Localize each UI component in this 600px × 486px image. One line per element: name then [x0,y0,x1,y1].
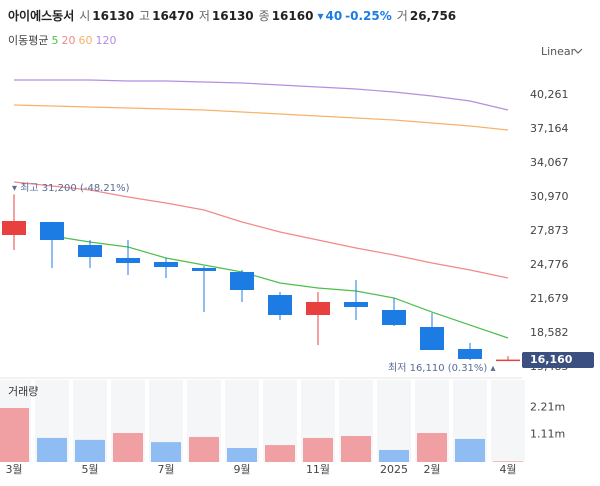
field-value: 16160 [271,9,314,23]
y-tick-label: 37,164 [530,122,569,135]
volume-title: 거래량 [8,385,38,398]
volume-bar [37,437,67,462]
field-label: 저 [198,9,210,23]
y-tick-label: 24,776 [530,258,569,271]
change: 40 [325,9,343,23]
candle-body [420,327,444,351]
volume-bar [265,445,295,462]
ma-legend-item: 5 [51,34,59,47]
low-annotation: 최저 16,110 (0.31%) ▴ [388,362,496,374]
field-label: 시 [79,9,91,23]
stock-name: 아이에스동서 [8,9,75,23]
ma-line [13,104,509,131]
candle-body [458,349,482,359]
ma-label: 이동평균 [8,34,49,47]
candle-body [116,257,140,264]
candle-body [230,272,254,290]
x-tick-label: 5월 [81,463,98,476]
candle-body [382,309,406,326]
ma-line [51,235,509,339]
x-tick-label: 2025 [380,463,408,476]
volume-bar [379,449,409,462]
field-label: 종 [258,9,270,23]
ma-legend-item: 20 [61,34,76,47]
ma-legend-item: 120 [95,34,117,47]
change-pct: -0.25% [345,9,392,23]
ma-line [13,181,509,279]
scale-label: Linear [541,45,576,58]
candle-body [306,302,330,316]
high-label: 최고 31,200 (-48.21%) [20,182,129,194]
y2-tick-label: 1.11m [530,428,565,441]
volume-bar [113,433,143,462]
volume: 26,756 [409,9,457,23]
volume-band [377,380,411,462]
last-price-label: 16,160 [530,353,573,366]
y2-tick-label: 2.21m [530,401,565,414]
x-tick-label: 2월 [423,463,440,476]
ma-legend-item: 60 [78,34,93,47]
volume-bar [75,439,105,462]
volume-bar [189,436,219,462]
y-tick-label: 30,970 [530,190,569,203]
candle-body [2,220,26,235]
x-tick-label: 3월 [5,463,22,476]
ma-legend: 이동평균 5 20 60 120 [8,32,116,48]
change-arrow: ▾ [317,9,324,23]
dropdown-icon[interactable] [573,48,583,54]
ma-line [14,79,509,111]
candle-body [40,221,64,241]
candle-body [192,268,216,272]
x-tick-label: 4월 [499,463,516,476]
volume-label: 거 [396,9,408,23]
candle-body [154,262,178,268]
x-tick-label: 7월 [157,463,174,476]
candle-body [78,245,102,257]
volume-bar [417,433,447,462]
y-tick-label: 34,067 [530,156,569,169]
volume-band [491,380,525,462]
field-value: 16470 [152,9,194,23]
y-tick-label: 18,582 [530,326,569,339]
candle-body [344,302,368,308]
volume-bar [0,407,29,462]
x-tick-label: 9월 [233,463,250,476]
x-tick-label: 11월 [306,463,330,476]
volume-bar [493,461,523,462]
candle-body [496,359,520,362]
y-tick-label: 21,679 [530,292,569,305]
volume-bar [303,437,333,462]
field-value: 16130 [211,9,254,23]
last-price-box [522,352,594,368]
y-tick-label: 40,261 [530,88,569,101]
header: 아이에스동서 시 16130 고 16470 저 16130 종 16160 ▾ 40 -0.25% 거… [8,7,456,24]
field-label: 고 [139,9,151,23]
volume-bar [341,435,371,462]
volume-bar [455,438,485,462]
volume-bar [227,448,257,462]
volume-bar [151,442,181,462]
candle-body [268,295,292,316]
high-annotation: ▾ 최고 31,200 (-48.21%) [12,182,130,194]
low-label: 최저 16,110 (0.31%) [388,362,487,374]
field-value: 16130 [92,9,135,23]
y-tick-label: 27,873 [530,224,569,237]
